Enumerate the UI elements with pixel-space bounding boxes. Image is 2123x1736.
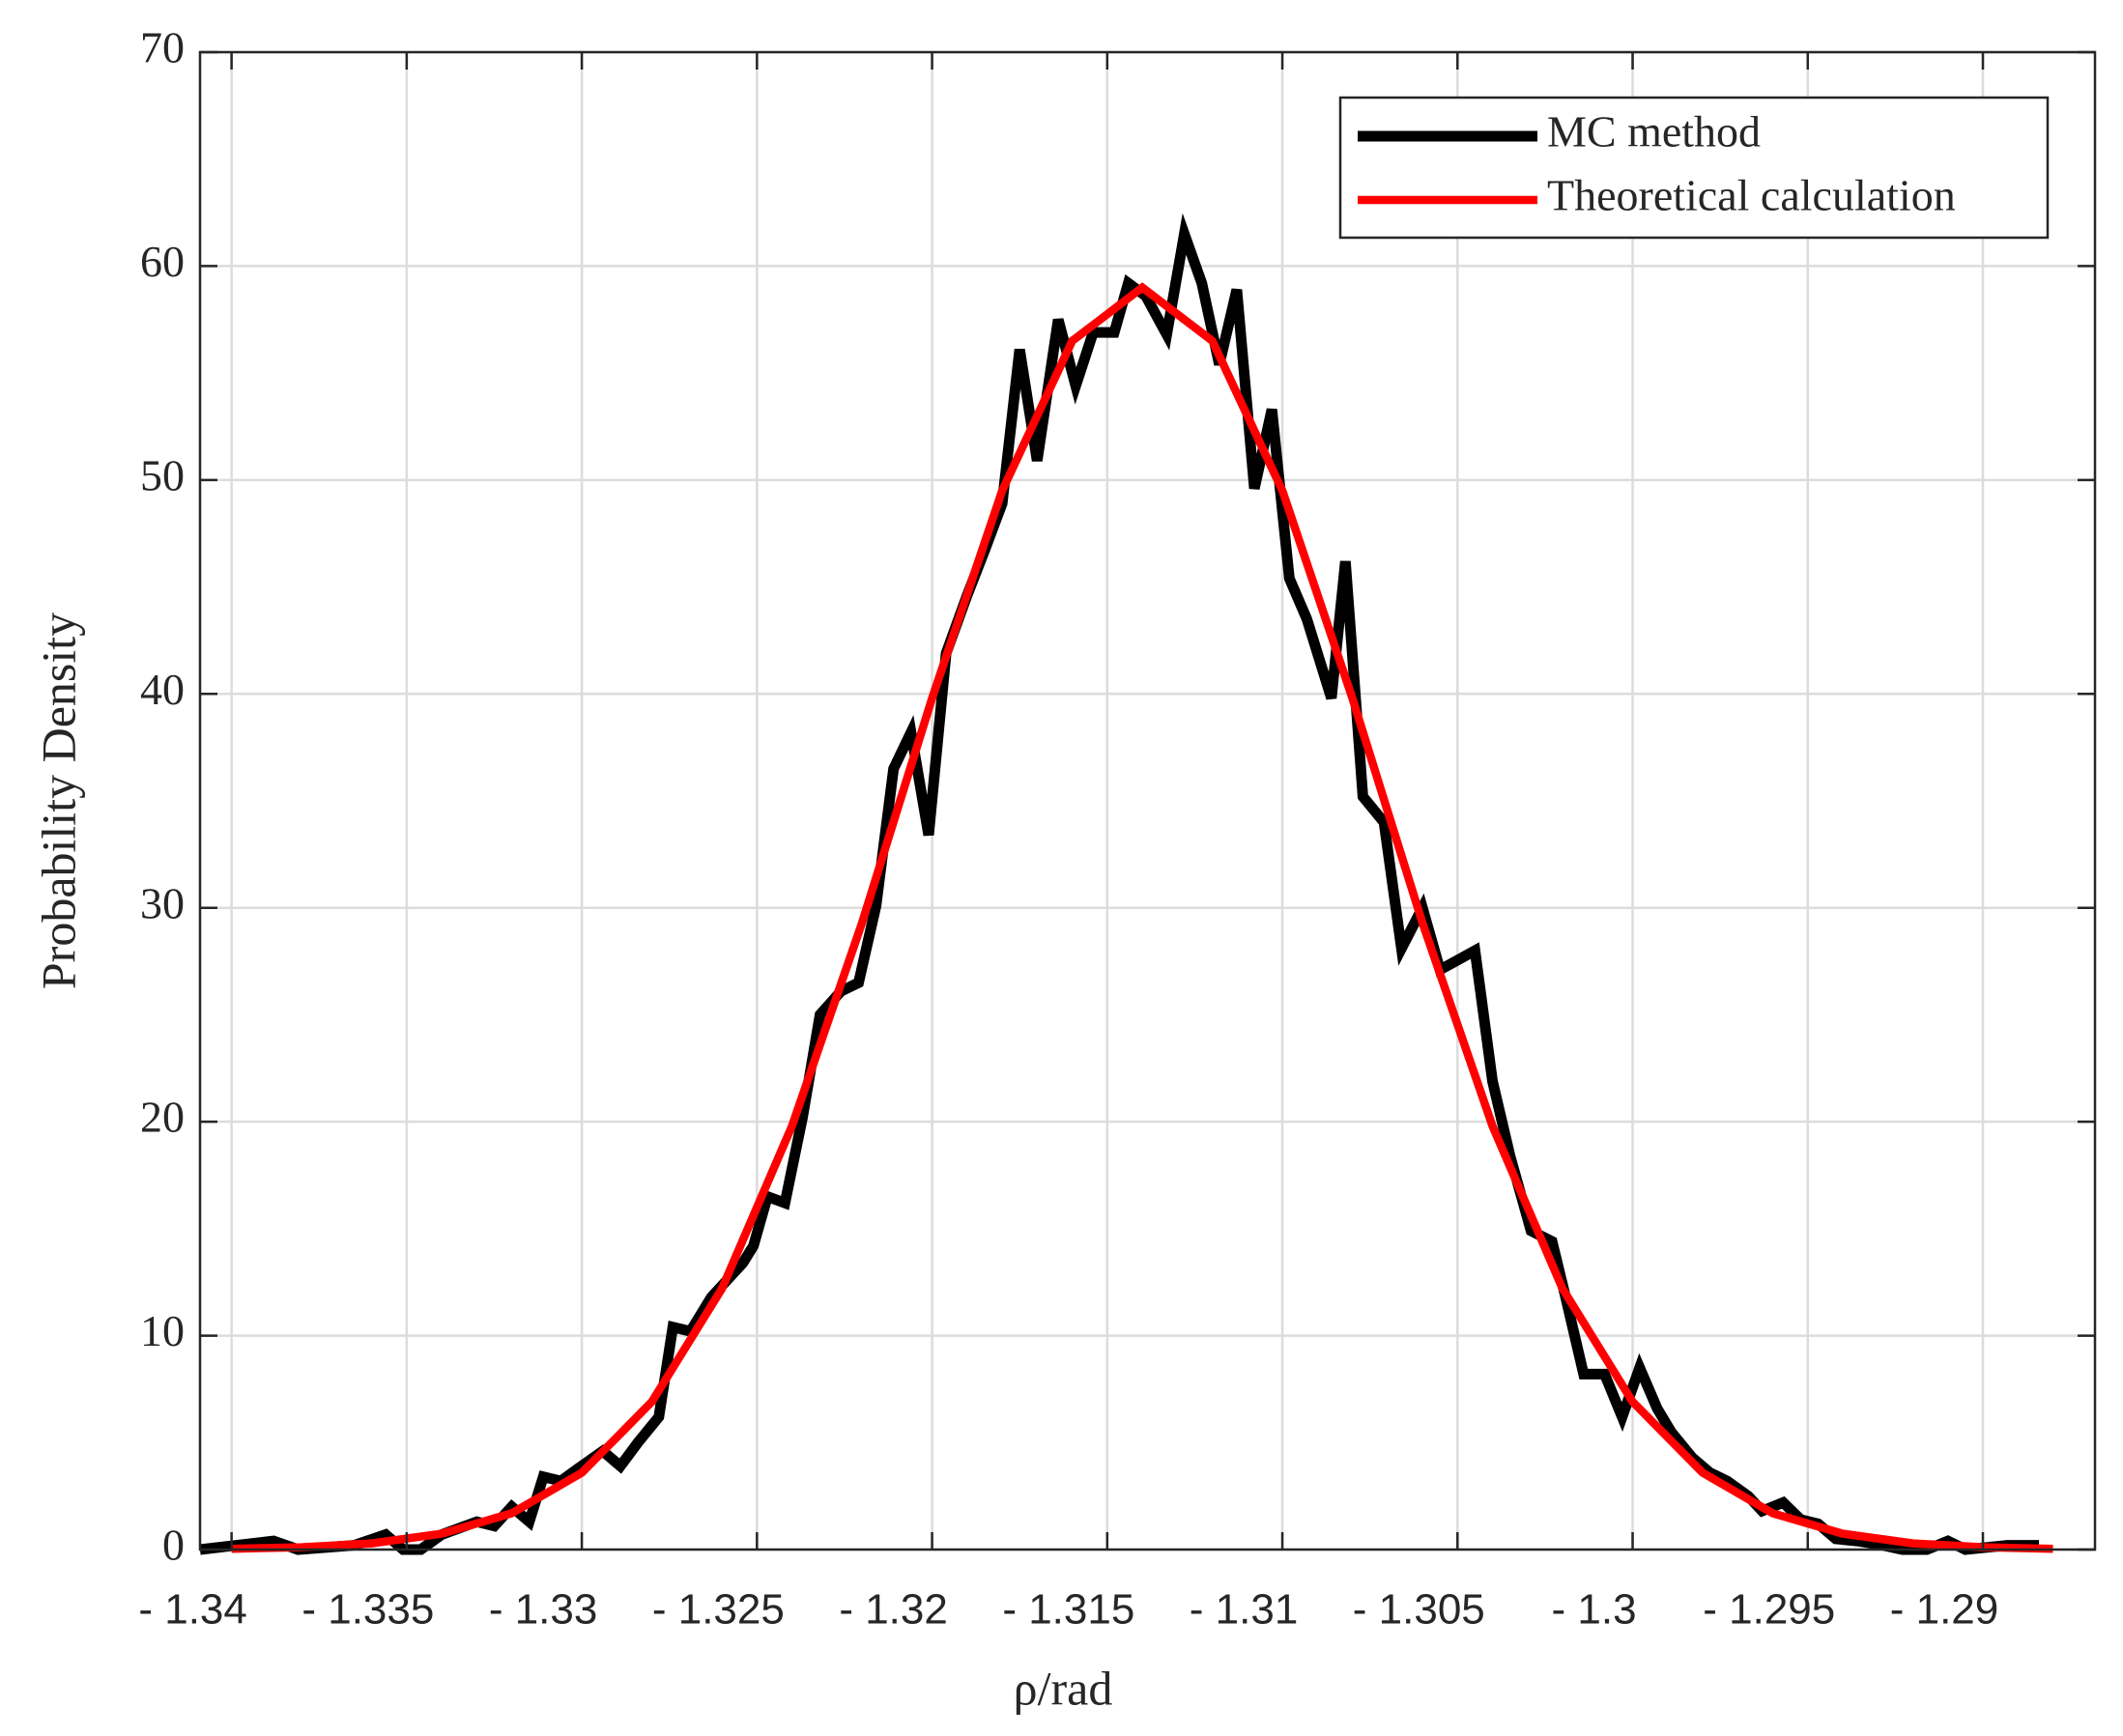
x-tick-label: - 1.305	[1353, 1586, 1485, 1634]
axes: - 1.34 - 1.335 - 1.33 - 1.325 - 1.32 - 1.315 -…	[138, 23, 2097, 1634]
x-tick-label: - 1.325	[652, 1586, 785, 1634]
y-tick-label: 10	[140, 1306, 185, 1355]
y-tick-label: 50	[140, 450, 185, 499]
y-tick-label: 30	[140, 878, 185, 927]
x-tick-label: - 1.3	[1552, 1586, 1637, 1634]
x-axis-label: ρ/rad	[1014, 1661, 1113, 1715]
x-tick-label: - 1.34	[138, 1586, 247, 1634]
y-tick-label: 20	[140, 1093, 185, 1142]
x-tick-label: - 1.315	[1002, 1586, 1134, 1634]
x-tick-label: - 1.33	[489, 1586, 598, 1634]
y-tick-label: 40	[140, 665, 185, 714]
x-tick-label: - 1.335	[301, 1586, 434, 1634]
x-tick-label: - 1.29	[1890, 1586, 1999, 1634]
x-tick-label: - 1.31	[1190, 1586, 1299, 1634]
y-tick-label: 60	[140, 237, 185, 286]
y-tick-label: 0	[162, 1521, 185, 1570]
plot-lines	[199, 213, 2053, 1555]
legend-label: MC method	[1547, 107, 1761, 157]
x-tick-label: - 1.295	[1703, 1586, 1835, 1634]
series-line	[231, 282, 2053, 1553]
plot-frame	[198, 50, 2097, 1551]
legend-label: Theoretical calculation	[1547, 171, 1956, 220]
y-tick-label: 70	[140, 23, 185, 72]
legend-box	[1338, 96, 2050, 240]
legend: MC method Theoretical calculation	[1338, 96, 2050, 240]
x-tick-label: - 1.32	[839, 1586, 948, 1634]
y-axis-label: Probability Density	[31, 612, 85, 989]
